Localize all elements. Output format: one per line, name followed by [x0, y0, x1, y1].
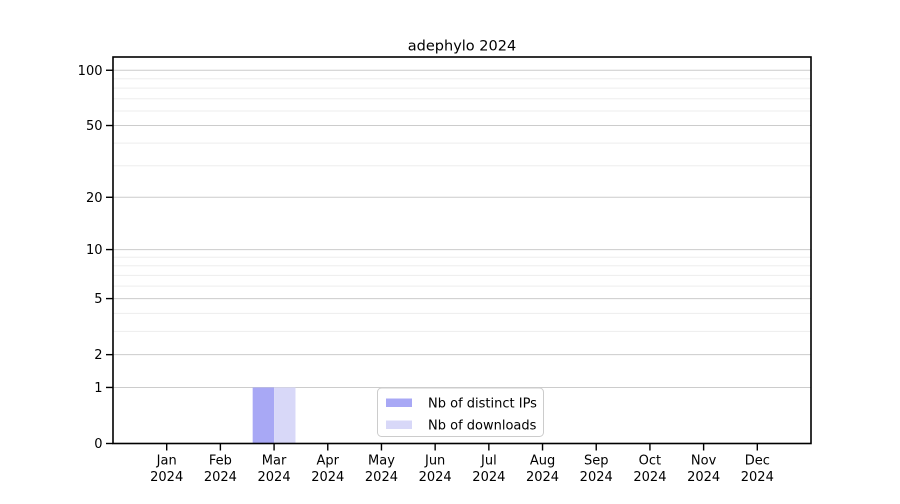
bar-downloads [274, 387, 296, 444]
legend-box [377, 387, 544, 437]
y-tick-label: 10 [86, 243, 103, 258]
x-tick-label-year: 2024 [311, 470, 344, 485]
legend-swatch-distinct-ips [386, 398, 412, 407]
x-tick-label-year: 2024 [204, 470, 237, 485]
x-tick-label-year: 2024 [633, 470, 666, 485]
minor-gridlines [113, 78, 811, 332]
x-tick-label-month: Nov [691, 454, 717, 469]
x-tick-label-year: 2024 [472, 470, 505, 485]
major-gridlines [113, 69, 811, 388]
x-tick-label-year: 2024 [687, 470, 720, 485]
legend: Nb of distinct IPs Nb of downloads [377, 387, 544, 437]
x-tick-label-year: 2024 [580, 470, 613, 485]
x-tick-label-month: Mar [262, 454, 287, 469]
legend-swatch-downloads [386, 420, 412, 429]
y-tick-label: 50 [86, 119, 103, 134]
legend-label-downloads: Nb of downloads [428, 419, 537, 434]
x-tick-label-month: Oct [639, 454, 661, 469]
x-tick-label-year: 2024 [419, 470, 452, 485]
axis-tick-labels: 0125102050100Jan2024Feb2024Mar2024Apr202… [78, 64, 774, 485]
x-tick-label-year: 2024 [526, 470, 559, 485]
y-tick-label: 100 [78, 64, 103, 79]
x-tick-label-month: Sep [584, 454, 609, 469]
x-tick-label-year: 2024 [150, 470, 183, 485]
x-tick-label-month: Jun [424, 454, 445, 469]
x-tick-label-month: Dec [745, 454, 770, 469]
x-tick-label-month: Jan [156, 454, 177, 469]
bars [252, 387, 296, 444]
y-tick-label: 0 [94, 437, 102, 452]
chart-title: adephylo 2024 [408, 39, 516, 55]
y-tick-label: 1 [94, 381, 102, 396]
x-tick-label-month: May [368, 454, 395, 469]
bar-distinct-ips [252, 387, 275, 444]
x-tick-label-month: Aug [530, 454, 555, 469]
x-tick-label-year: 2024 [365, 470, 398, 485]
x-tick-label-year: 2024 [741, 470, 774, 485]
y-tick-label: 2 [94, 348, 102, 363]
x-tick-label-month: Jul [480, 454, 497, 469]
axis-ticks [106, 69, 759, 451]
x-tick-label-month: Apr [317, 454, 340, 469]
legend-label-distinct-ips: Nb of distinct IPs [428, 397, 537, 412]
x-tick-label-year: 2024 [258, 470, 291, 485]
x-tick-label-month: Feb [209, 454, 232, 469]
y-tick-label: 20 [86, 191, 103, 206]
y-tick-label: 5 [94, 292, 102, 307]
